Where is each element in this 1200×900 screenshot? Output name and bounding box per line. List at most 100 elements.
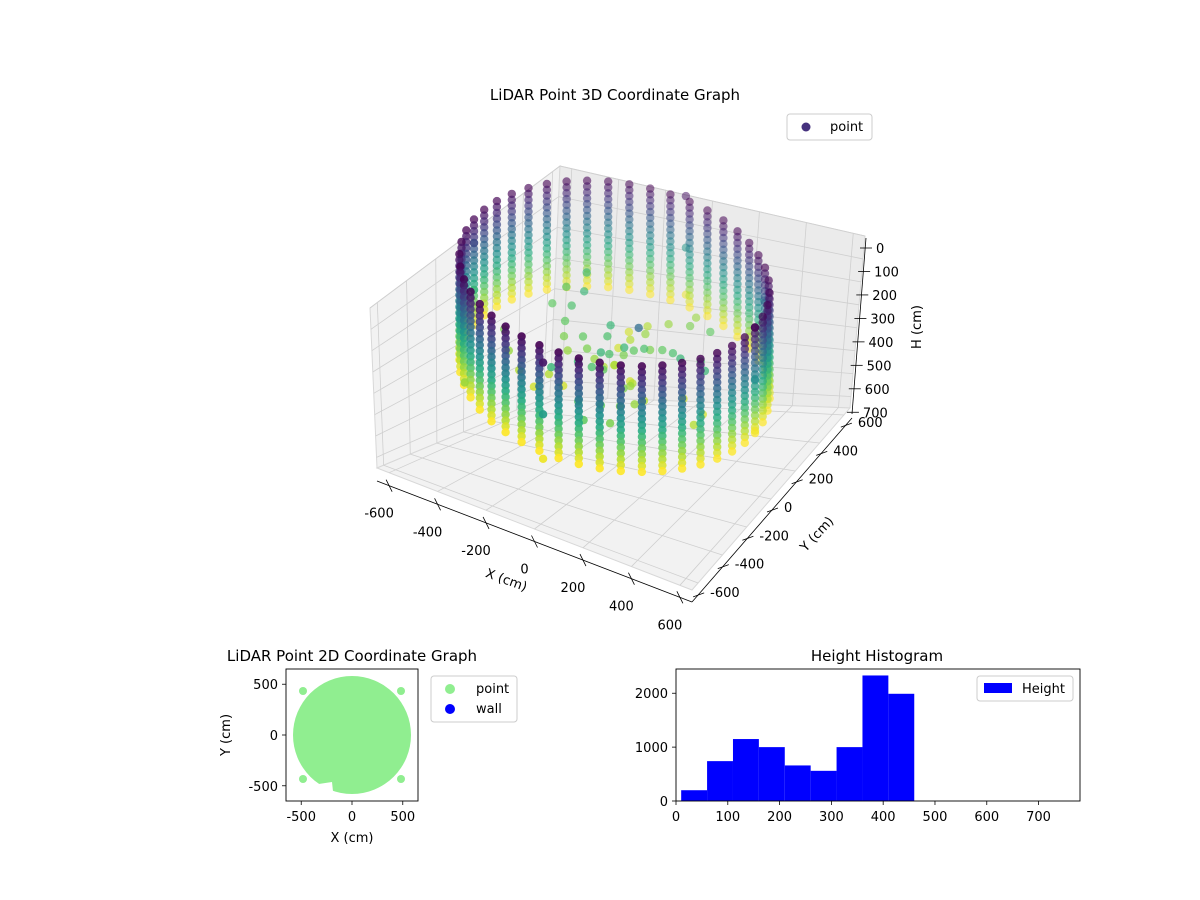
point-3d	[466, 387, 475, 396]
point-3d	[733, 279, 742, 289]
point-3d	[719, 239, 728, 249]
point-3d	[750, 364, 760, 373]
point-3d	[492, 249, 502, 259]
point-3d	[595, 452, 604, 461]
y-tick	[791, 479, 803, 485]
point-3d	[713, 431, 722, 440]
point-3d	[625, 215, 634, 224]
point-3d	[677, 441, 687, 450]
point-3d	[492, 267, 502, 276]
grid-line-y-wall	[406, 280, 411, 455]
legend-3d-label: point	[830, 120, 863, 135]
point-3d	[457, 243, 466, 252]
plot2d-y-tick-label: 0	[270, 729, 278, 744]
point-3d	[501, 410, 510, 419]
point-3d	[604, 253, 613, 263]
point-3d	[625, 197, 634, 207]
point-3d	[574, 354, 583, 363]
point-3d	[696, 354, 705, 364]
point-3d	[658, 420, 667, 429]
point-3d	[666, 254, 675, 264]
point-3d	[646, 248, 655, 258]
y-tick-label: -200	[759, 529, 789, 544]
grid-line-y-wall	[376, 302, 385, 466]
x-tick	[385, 479, 393, 492]
legend-2d-point-marker	[445, 684, 455, 694]
point-3d	[658, 425, 667, 435]
point-3d	[666, 266, 675, 275]
point-3d	[524, 225, 533, 234]
point-3d	[666, 219, 675, 228]
point-3d	[535, 423, 544, 432]
point-3d	[466, 317, 475, 326]
point-3d	[740, 338, 749, 348]
point-3d	[758, 312, 767, 321]
point-3d	[677, 388, 687, 397]
point-3d	[637, 379, 647, 389]
point-3d	[740, 432, 749, 442]
point-3d	[619, 350, 628, 360]
histogram-x-tick-label: 600	[974, 810, 999, 825]
point-3d	[727, 441, 737, 450]
point-3d	[658, 345, 667, 355]
point-3d	[492, 290, 502, 300]
point-3d	[740, 438, 749, 448]
point-3d	[542, 191, 552, 200]
point-3d	[524, 242, 533, 251]
point-3d	[517, 432, 526, 441]
point-3d	[501, 386, 510, 396]
point-3d	[574, 383, 583, 392]
point-3d	[616, 449, 625, 458]
point-3d	[758, 341, 767, 351]
point-3d	[562, 218, 571, 227]
x-tick-label: 0	[520, 563, 528, 578]
point-3d	[750, 335, 760, 344]
point-3d	[480, 270, 489, 279]
point-3d	[524, 207, 533, 216]
point-3d	[595, 399, 604, 408]
point-3d	[677, 399, 687, 409]
point-3d	[703, 235, 712, 245]
point-3d	[677, 429, 687, 438]
histogram-bar	[784, 765, 811, 801]
point-cluster-2d	[397, 775, 405, 783]
point-3d	[554, 371, 563, 381]
point-3d	[703, 218, 712, 227]
point-3d	[582, 223, 592, 232]
point-3d	[745, 250, 754, 259]
point-3d	[713, 419, 722, 428]
point-3d	[763, 306, 772, 316]
point-3d	[562, 259, 571, 268]
point-3d	[758, 418, 767, 427]
point-3d	[595, 364, 604, 373]
point-3d	[604, 212, 613, 221]
point-3d	[487, 329, 496, 338]
point-3d	[538, 410, 548, 419]
point-3d	[713, 372, 722, 381]
point-3d	[658, 466, 667, 476]
point-3d	[562, 282, 571, 291]
point-3d	[595, 405, 604, 414]
histogram-y-tick-label: 0	[660, 795, 668, 810]
point-3d	[559, 332, 569, 341]
point-3d	[517, 414, 526, 423]
point-3d	[666, 190, 675, 199]
point-3d	[524, 201, 533, 210]
point-3d	[740, 415, 749, 424]
point-3d	[745, 309, 754, 318]
point-3d	[616, 466, 625, 476]
point-3d	[760, 263, 770, 272]
z-tick-label: 200	[872, 289, 897, 304]
point-3d	[517, 385, 526, 394]
point-3d	[492, 238, 502, 247]
point-3d	[727, 406, 737, 415]
point-3d	[713, 384, 722, 393]
point-3d	[685, 285, 694, 294]
y-tick	[766, 507, 779, 513]
point-3d	[760, 269, 770, 278]
point-3d	[538, 358, 548, 367]
point-3d	[758, 318, 767, 327]
point-3d	[754, 292, 763, 301]
point-3d	[604, 259, 613, 268]
y-tick	[840, 422, 852, 428]
